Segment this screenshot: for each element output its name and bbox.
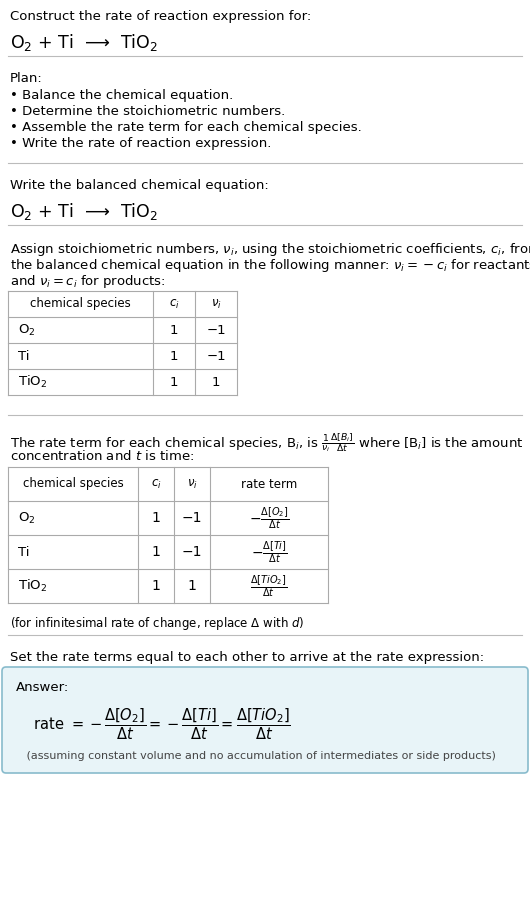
Text: O$_2$ + Ti  ⟶  TiO$_2$: O$_2$ + Ti ⟶ TiO$_2$ (10, 201, 158, 222)
FancyBboxPatch shape (2, 667, 528, 773)
Text: 1: 1 (170, 376, 178, 389)
Text: Set the rate terms equal to each other to arrive at the rate expression:: Set the rate terms equal to each other t… (10, 651, 484, 664)
Text: TiO$_2$: TiO$_2$ (18, 374, 47, 390)
Text: concentration and $t$ is time:: concentration and $t$ is time: (10, 449, 194, 463)
Text: O$_2$ + Ti  ⟶  TiO$_2$: O$_2$ + Ti ⟶ TiO$_2$ (10, 32, 158, 53)
Text: $-\frac{\Delta[O_2]}{\Delta t}$: $-\frac{\Delta[O_2]}{\Delta t}$ (249, 505, 289, 531)
Text: $c_i$: $c_i$ (169, 298, 179, 310)
Text: O$_2$: O$_2$ (18, 322, 36, 338)
Text: Answer:: Answer: (16, 681, 69, 694)
Text: $-\frac{\Delta[Ti]}{\Delta t}$: $-\frac{\Delta[Ti]}{\Delta t}$ (251, 539, 287, 565)
Text: $\nu_i$: $\nu_i$ (210, 298, 222, 310)
Text: Assign stoichiometric numbers, $\nu_i$, using the stoichiometric coefficients, $: Assign stoichiometric numbers, $\nu_i$, … (10, 241, 530, 258)
Text: • Assemble the rate term for each chemical species.: • Assemble the rate term for each chemic… (10, 121, 362, 134)
Text: The rate term for each chemical species, B$_i$, is $\frac{1}{\nu_i}\frac{\Delta[: The rate term for each chemical species,… (10, 431, 524, 454)
Text: Write the balanced chemical equation:: Write the balanced chemical equation: (10, 179, 269, 192)
Text: $\nu_i$: $\nu_i$ (187, 478, 197, 490)
Bar (8, 291, 237, 395)
Text: • Balance the chemical equation.: • Balance the chemical equation. (10, 89, 233, 102)
Text: 1: 1 (152, 545, 161, 559)
Text: 1: 1 (212, 376, 220, 389)
Text: chemical species: chemical species (30, 298, 131, 310)
Text: • Write the rate of reaction expression.: • Write the rate of reaction expression. (10, 137, 271, 150)
Text: chemical species: chemical species (23, 478, 123, 490)
Text: Ti: Ti (18, 349, 30, 362)
Text: −1: −1 (182, 511, 202, 525)
Text: rate $= -\dfrac{\Delta[O_2]}{\Delta t} = -\dfrac{\Delta[Ti]}{\Delta t} = \dfrac{: rate $= -\dfrac{\Delta[O_2]}{\Delta t} =… (20, 706, 291, 742)
Text: −1: −1 (182, 545, 202, 559)
Text: 1: 1 (152, 579, 161, 593)
Text: and $\nu_i = c_i$ for products:: and $\nu_i = c_i$ for products: (10, 273, 165, 290)
Text: Ti: Ti (18, 545, 30, 559)
Text: 1: 1 (170, 323, 178, 337)
Text: (for infinitesimal rate of change, replace Δ with $d$): (for infinitesimal rate of change, repla… (10, 615, 304, 632)
Text: (assuming constant volume and no accumulation of intermediates or side products): (assuming constant volume and no accumul… (16, 751, 496, 761)
Text: 1: 1 (188, 579, 197, 593)
Text: 1: 1 (170, 349, 178, 362)
Text: $\frac{\Delta[TiO_2]}{\Delta t}$: $\frac{\Delta[TiO_2]}{\Delta t}$ (251, 573, 288, 599)
Text: TiO$_2$: TiO$_2$ (18, 578, 47, 594)
Text: 1: 1 (152, 511, 161, 525)
Text: the balanced chemical equation in the following manner: $\nu_i = -c_i$ for react: the balanced chemical equation in the fo… (10, 257, 530, 274)
Text: O$_2$: O$_2$ (18, 511, 36, 526)
Text: rate term: rate term (241, 478, 297, 490)
Bar (8, 467, 328, 603)
Text: −1: −1 (206, 349, 226, 362)
Text: Plan:: Plan: (10, 72, 43, 85)
Text: Construct the rate of reaction expression for:: Construct the rate of reaction expressio… (10, 10, 311, 23)
Text: $c_i$: $c_i$ (151, 478, 161, 490)
Text: −1: −1 (206, 323, 226, 337)
Text: • Determine the stoichiometric numbers.: • Determine the stoichiometric numbers. (10, 105, 285, 118)
